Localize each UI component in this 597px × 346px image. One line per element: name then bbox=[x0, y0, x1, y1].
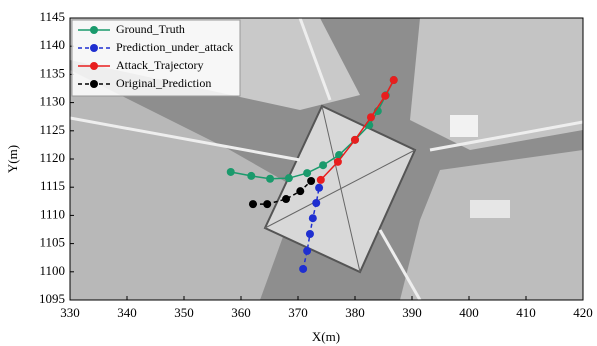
y-tick-label: 1130 bbox=[39, 94, 65, 109]
point bbox=[247, 172, 255, 180]
x-tick-label: 390 bbox=[402, 305, 422, 320]
x-tick-label: 360 bbox=[231, 305, 251, 320]
point bbox=[303, 169, 311, 177]
x-tick-label: 340 bbox=[117, 305, 137, 320]
point bbox=[266, 175, 274, 183]
y-axis-label: Y(m) bbox=[5, 145, 20, 173]
x-axis-label: X(m) bbox=[312, 329, 340, 344]
point bbox=[227, 168, 235, 176]
point bbox=[315, 184, 323, 192]
x-tick-label: 350 bbox=[174, 305, 194, 320]
x-tick-label: 380 bbox=[345, 305, 365, 320]
point bbox=[282, 195, 290, 203]
x-tick-label: 370 bbox=[288, 305, 308, 320]
point bbox=[263, 200, 271, 208]
chart: X(m) Y(m) 330 340 350 360 370 380 390 400 410 420… bbox=[0, 0, 597, 346]
point bbox=[307, 177, 315, 185]
y-tick-label: 1105 bbox=[39, 235, 65, 250]
legend-marker bbox=[90, 80, 98, 88]
y-tick-label: 1110 bbox=[40, 206, 65, 221]
point bbox=[303, 247, 311, 255]
x-tick-label: 420 bbox=[573, 305, 593, 320]
point bbox=[249, 200, 257, 208]
point bbox=[312, 199, 320, 207]
x-tick-label: 400 bbox=[459, 305, 479, 320]
x-tick-label: 330 bbox=[60, 305, 80, 320]
y-tick-label: 1120 bbox=[39, 150, 65, 165]
y-tick-label: 1125 bbox=[39, 122, 65, 137]
point bbox=[367, 113, 375, 121]
point bbox=[299, 265, 307, 273]
y-tick-label: 1115 bbox=[40, 178, 65, 193]
legend-label: Original_Prediction bbox=[116, 76, 211, 90]
y-tick-label: 1135 bbox=[39, 65, 65, 80]
point bbox=[306, 230, 314, 238]
legend-label: Attack_Trajectory bbox=[116, 58, 204, 72]
y-tick-label: 1100 bbox=[39, 263, 65, 278]
y-tick-label: 1140 bbox=[39, 37, 65, 52]
legend-marker bbox=[90, 26, 98, 34]
y-tick-label: 1145 bbox=[39, 9, 65, 24]
point bbox=[334, 158, 342, 166]
point bbox=[381, 92, 389, 100]
point bbox=[317, 176, 325, 184]
legend-marker bbox=[90, 44, 98, 52]
point bbox=[390, 76, 398, 84]
point bbox=[285, 174, 293, 182]
x-tick-label: 410 bbox=[516, 305, 536, 320]
point bbox=[319, 161, 327, 169]
legend-marker bbox=[90, 62, 98, 70]
legend-label: Ground_Truth bbox=[116, 22, 185, 36]
y-tick-label: 1095 bbox=[39, 291, 65, 306]
legend-label: Prediction_under_attack bbox=[116, 40, 233, 54]
point bbox=[296, 187, 304, 195]
point bbox=[351, 136, 359, 144]
point bbox=[309, 214, 317, 222]
